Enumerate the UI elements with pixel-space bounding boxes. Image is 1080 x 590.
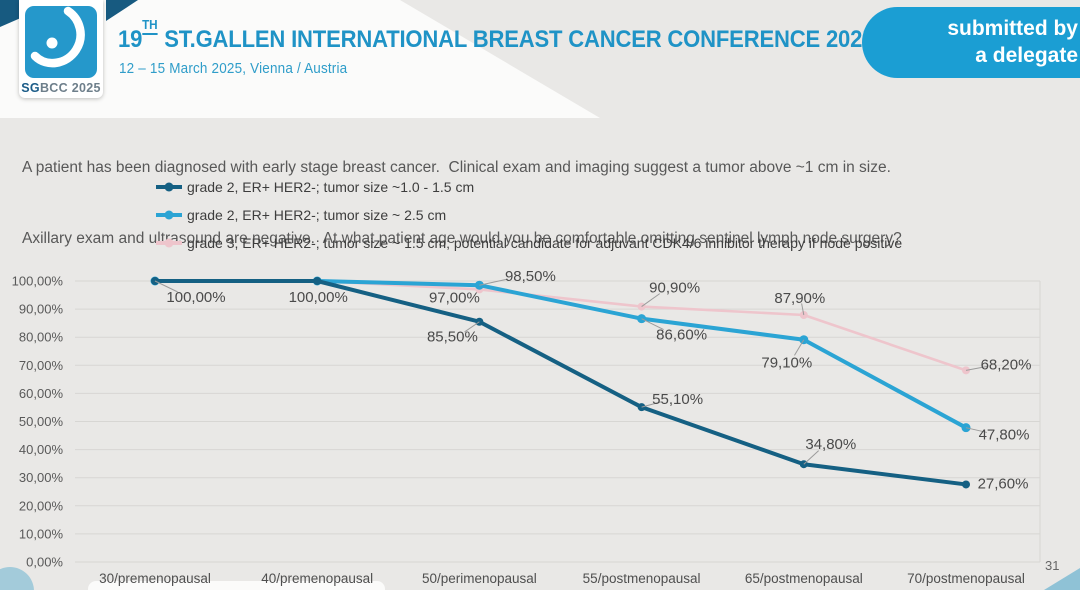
data-point-marker (474, 280, 484, 290)
series-line-2 (153, 279, 968, 372)
question-line-2: Axillary exam and ultrasound are negativ… (22, 229, 902, 247)
label-leader-line (965, 427, 988, 433)
data-point-label: 55,10% (652, 391, 703, 408)
legend-label: grade 2, ER+ HER2-; tumor size ~ 2.5 cm (187, 207, 447, 223)
data-point-marker (637, 403, 646, 412)
data-point-marker (637, 302, 646, 311)
data-point-marker (312, 276, 322, 286)
data-point-marker (637, 314, 647, 324)
logo-wordmark: SGBCC 2025 (21, 81, 101, 95)
question-line-1: A patient has been diagnosed with early … (22, 159, 891, 176)
label-leader-line (965, 365, 989, 371)
chart-legend: grade 2, ER+ HER2-; tumor size ~1.0 - 1.… (156, 173, 902, 257)
data-point-label: 90,90% (649, 280, 700, 297)
legend-item-1: grade 2, ER+ HER2-; tumor size ~ 2.5 cm (156, 201, 902, 229)
label-leader-line (801, 303, 805, 316)
label-leader-line (479, 278, 508, 286)
series-line-0 (153, 279, 968, 487)
label-leader-line (641, 293, 661, 307)
conference-dates: 12 – 15 March 2025, Vienna / Austria (119, 61, 348, 77)
y-axis-tick-label: 90,00% (19, 302, 64, 317)
corner-circle-accent (0, 567, 34, 590)
y-axis-tick-label: 20,00% (19, 498, 64, 513)
data-point-marker (799, 335, 809, 345)
conference-title: 19TH ST.GALLEN INTERNATIONAL BREAST CANC… (118, 17, 875, 54)
x-axis-category-label: 50/perimenopausal (422, 571, 537, 586)
legend-label: grade 3, ER+ HER2-; tumor size ~ 1.5 cm;… (187, 235, 903, 251)
y-axis-tick-label: 80,00% (19, 330, 64, 345)
label-leader-line (794, 339, 805, 356)
data-point-marker (962, 480, 970, 489)
data-point-marker (313, 277, 322, 285)
data-point-marker (961, 423, 971, 433)
label-leader-line (641, 401, 662, 408)
data-point-label: 79,10% (761, 355, 812, 372)
data-point-marker (962, 366, 970, 375)
y-axis-tick-label: 100,00% (12, 274, 64, 289)
label-leader-line (641, 318, 664, 330)
data-point-label: 68,20% (981, 356, 1032, 373)
x-axis-category-label: 70/postmenopausal (907, 571, 1025, 586)
data-point-label: 87,90% (774, 290, 825, 307)
legend-item-0: grade 2, ER+ HER2-; tumor size ~1.0 - 1.… (156, 173, 902, 201)
legend-item-2: grade 3, ER+ HER2-; tumor size ~ 1.5 cm;… (156, 229, 902, 257)
legend-line-marker-icon (156, 238, 182, 248)
data-point-label: 27,60% (978, 475, 1029, 492)
label-leader-line (464, 321, 480, 333)
data-point-label: 100,00% (166, 289, 225, 306)
sgbcc-logo-icon (25, 6, 97, 78)
series-line-1 (153, 279, 968, 430)
logo-card: SGBCC 2025 (19, 0, 103, 98)
data-point-marker (475, 317, 484, 326)
y-axis-tick-label: 40,00% (19, 442, 64, 457)
legend-label: grade 2, ER+ HER2-; tumor size ~1.0 - 1.… (187, 179, 475, 195)
x-axis-category-label: 55/postmenopausal (583, 571, 701, 586)
data-point-marker (799, 460, 808, 469)
y-axis-tick-label: 50,00% (19, 414, 64, 429)
data-point-label: 85,50% (427, 329, 478, 346)
question-text: A patient has been diagnosed with early … (22, 109, 902, 274)
page-number: 31 (1045, 558, 1060, 573)
data-point-marker (799, 311, 808, 320)
label-leader-line (803, 450, 819, 465)
data-point-marker (475, 285, 484, 294)
delegate-badge-text: submitted by a delegate (947, 17, 1078, 67)
data-point-label: 86,60% (656, 327, 707, 344)
data-point-label: 34,80% (805, 436, 856, 453)
y-axis-tick-label: 0,00% (26, 555, 63, 570)
data-point-marker (313, 277, 322, 285)
x-axis-category-label: 65/postmenopausal (745, 571, 863, 586)
data-point-marker (151, 277, 159, 285)
legend-line-marker-icon (156, 210, 182, 220)
y-axis-tick-label: 60,00% (19, 386, 64, 401)
y-axis-tick-label: 70,00% (19, 358, 64, 373)
bottom-card (88, 581, 385, 590)
label-leader-line (154, 280, 178, 293)
legend-line-marker-icon (156, 182, 182, 192)
data-point-label: 97,00% (429, 289, 480, 306)
data-point-marker (150, 276, 160, 286)
y-axis-tick-label: 30,00% (19, 470, 64, 485)
data-point-label: 100,00% (289, 289, 348, 306)
delegate-badge: submitted by a delegate (862, 7, 1080, 78)
title-superscript: TH (142, 17, 158, 35)
data-point-marker (151, 277, 159, 285)
data-point-label: 47,80% (979, 427, 1030, 444)
y-axis-tick-label: 10,00% (19, 526, 64, 541)
